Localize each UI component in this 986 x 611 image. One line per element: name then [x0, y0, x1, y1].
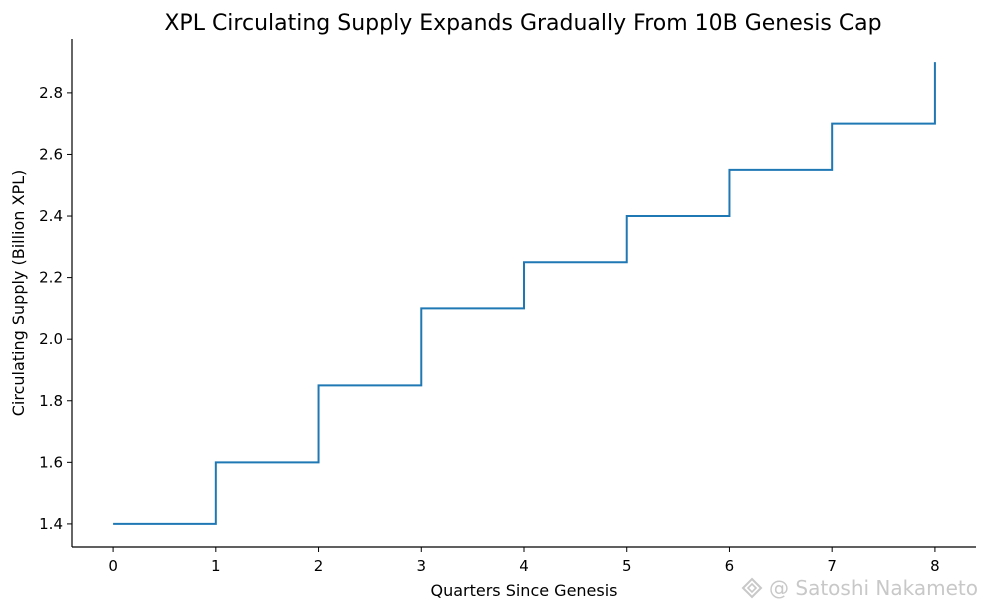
series-line: [113, 62, 936, 525]
x-tick-label: 0: [108, 557, 118, 575]
y-tick-label: 1.4: [39, 515, 63, 533]
watermark-text: @ Satoshi Nakameto: [769, 576, 978, 600]
x-tick-label: 1: [211, 557, 221, 575]
y-tick-label: 2.8: [39, 84, 63, 102]
diamond-logo-icon: [741, 577, 763, 599]
y-tick-label: 2.2: [39, 269, 63, 287]
x-axis: 0 1 2 3 4 5 6 7 8: [108, 547, 940, 575]
x-tick-label: 2: [314, 557, 324, 575]
y-tick-label: 1.8: [39, 392, 63, 410]
plot-area: [71, 39, 976, 548]
y-axis-label: Circulating Supply (Billion XPL): [9, 170, 28, 417]
x-tick-label: 4: [519, 557, 529, 575]
x-tick-label: 5: [622, 557, 632, 575]
y-tick-label: 2.4: [39, 207, 63, 225]
y-axis: 1.4 1.6 1.8 2.0 2.2 2.4 2.6 2.8: [39, 84, 72, 533]
x-tick-label: 3: [416, 557, 426, 575]
x-tick-label: 7: [827, 557, 837, 575]
x-axis-label: Quarters Since Genesis: [430, 581, 617, 600]
chart-title: XPL Circulating Supply Expands Gradually…: [164, 11, 881, 36]
y-tick-label: 2.6: [39, 145, 63, 163]
y-tick-label: 2.0: [39, 330, 63, 348]
x-tick-label: 8: [930, 557, 940, 575]
watermark: @ Satoshi Nakameto: [741, 572, 978, 604]
y-tick-label: 1.6: [39, 453, 63, 471]
x-tick-label: 6: [725, 557, 735, 575]
